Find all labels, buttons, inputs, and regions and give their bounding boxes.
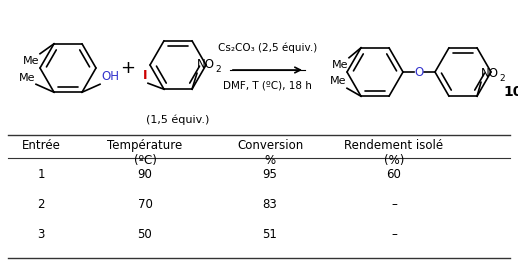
Text: 3: 3 (37, 229, 45, 242)
Text: Température
(ºC): Température (ºC) (107, 139, 183, 167)
Text: 70: 70 (138, 199, 152, 211)
Text: OH: OH (101, 70, 119, 83)
Text: NO: NO (481, 67, 499, 80)
Text: 2: 2 (37, 199, 45, 211)
Text: 60: 60 (386, 168, 401, 182)
Text: –: – (391, 199, 397, 211)
Text: 90: 90 (138, 168, 152, 182)
Text: Me: Me (332, 60, 348, 70)
Text: NO: NO (197, 58, 215, 71)
Text: Rendement isolé
(%): Rendement isolé (%) (344, 139, 443, 167)
Text: Me: Me (19, 73, 35, 83)
Text: 51: 51 (263, 229, 278, 242)
Text: 10: 10 (503, 85, 518, 99)
Text: –: – (391, 229, 397, 242)
Text: Me: Me (329, 76, 346, 86)
Text: +: + (121, 59, 136, 77)
Text: Entrée: Entrée (22, 139, 61, 152)
Text: 83: 83 (263, 199, 277, 211)
Text: O: O (414, 65, 424, 78)
Text: Cs₂CO₃ (2,5 équiv.): Cs₂CO₃ (2,5 équiv.) (218, 43, 317, 53)
Text: (1,5 équiv.): (1,5 équiv.) (146, 115, 210, 125)
Text: 95: 95 (263, 168, 278, 182)
Text: 2: 2 (215, 65, 221, 74)
Text: I: I (142, 69, 147, 82)
Text: 2: 2 (499, 74, 505, 83)
Text: Me: Me (22, 56, 39, 66)
Text: Conversion
%: Conversion % (237, 139, 303, 167)
Text: 50: 50 (138, 229, 152, 242)
Text: DMF, T (ºC), 18 h: DMF, T (ºC), 18 h (223, 81, 312, 91)
Text: 1: 1 (37, 168, 45, 182)
